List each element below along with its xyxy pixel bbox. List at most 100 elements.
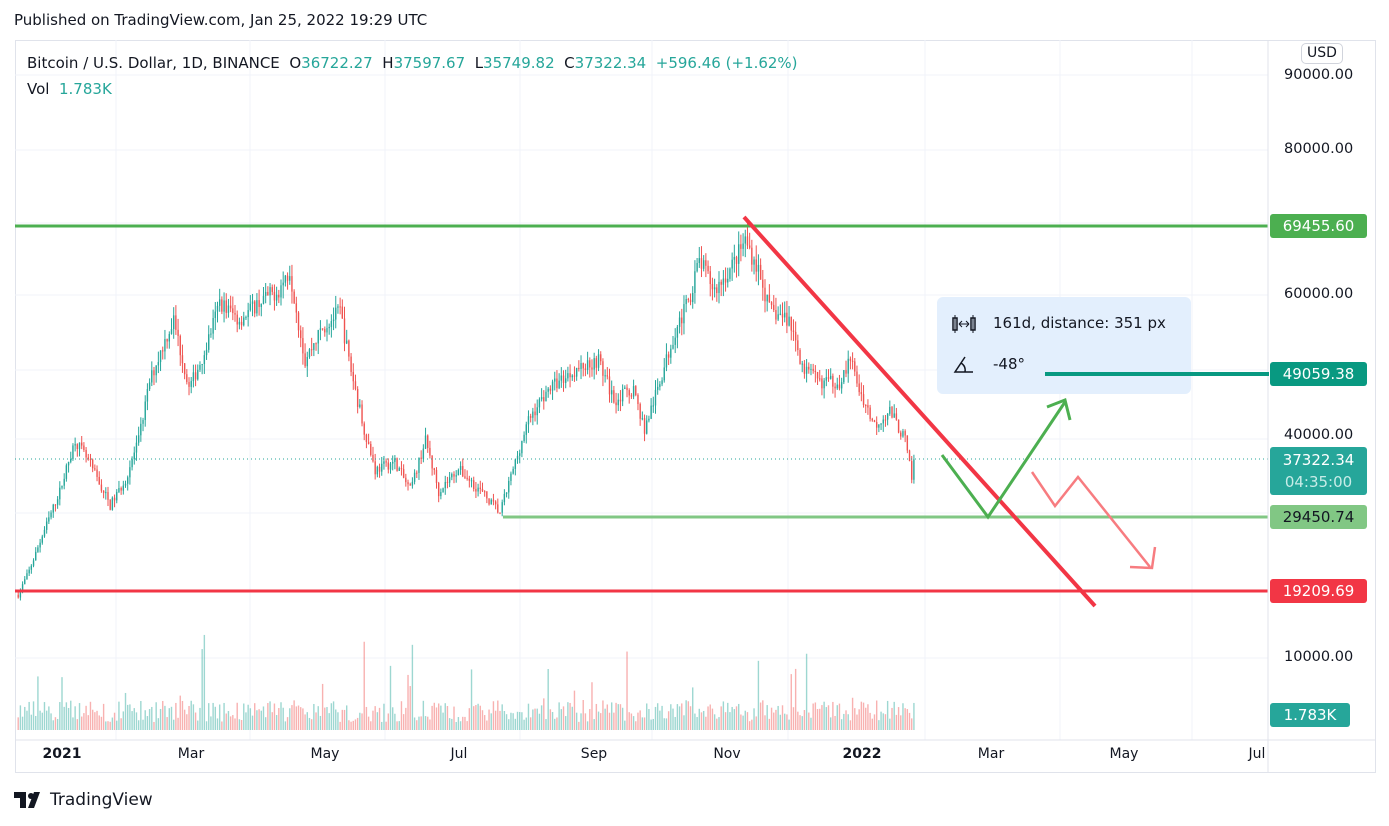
volume-bar: [133, 708, 135, 730]
candle-body: [251, 301, 254, 304]
volume-bar: [197, 720, 199, 730]
candle-body: [50, 512, 52, 518]
volume-bar: [702, 710, 705, 730]
volume-bar: [376, 712, 379, 730]
volume-bar: [641, 717, 644, 730]
volume-bar: [387, 713, 390, 730]
candle-body: [168, 334, 171, 342]
volume-bar: [122, 711, 125, 730]
volume-bar: [291, 705, 293, 730]
candle-body: [768, 294, 771, 303]
volume-bar: [510, 712, 512, 730]
volume-bar: [109, 721, 111, 730]
volume-bar: [381, 721, 383, 730]
candle-body: [792, 330, 795, 332]
candle-body: [94, 468, 96, 470]
candle-body: [273, 291, 276, 301]
volume-bar: [245, 712, 247, 730]
candle-body: [619, 399, 622, 402]
volume-bar: [621, 707, 624, 730]
volume-bar: [262, 706, 265, 730]
candle-body: [262, 295, 265, 304]
candle-body: [328, 326, 330, 329]
currency-button[interactable]: USD: [1301, 43, 1343, 64]
candle-body: [512, 468, 514, 474]
volume-bar: [389, 665, 392, 730]
candle-body: [267, 291, 269, 296]
price-tick: 60000.00: [1284, 286, 1354, 302]
candle-body: [17, 594, 19, 598]
candle-body: [534, 411, 536, 416]
volume-bar: [597, 711, 600, 730]
volume-bar: [118, 701, 120, 730]
volume-bar: [512, 713, 514, 730]
candle-body: [751, 247, 753, 265]
candle-body: [32, 560, 35, 566]
volume-bar: [321, 683, 324, 730]
volume-bar: [663, 718, 665, 730]
volume-bar: [694, 713, 696, 730]
candle-body: [43, 529, 46, 537]
measure-tooltip: 161d, distance: 351 px -48°: [937, 297, 1191, 394]
downtrend-line: [742, 215, 1097, 608]
volume-bar: [225, 713, 227, 730]
candle-body: [505, 492, 508, 494]
candle-body: [394, 458, 396, 462]
volume-bar: [617, 704, 619, 730]
volume-bar: [205, 721, 208, 730]
candle-body: [913, 459, 915, 480]
volume-bar: [827, 705, 830, 730]
volume-bar: [698, 708, 700, 730]
candle-body: [687, 299, 690, 301]
candle-body: [356, 389, 359, 407]
candle-body: [453, 474, 455, 477]
volume-bar: [829, 717, 832, 730]
candle-body: [727, 278, 729, 283]
volume-bar: [501, 704, 503, 730]
volume-bar: [893, 701, 895, 730]
volume-bar: [748, 721, 751, 730]
volume-bar: [372, 710, 374, 730]
candle-body: [411, 481, 414, 486]
candle-body: [422, 448, 425, 459]
candle-body: [63, 478, 65, 486]
chart-frame[interactable]: [15, 40, 1376, 773]
candle-body: [766, 294, 768, 302]
volume-bar: [865, 707, 867, 730]
candle-body: [249, 303, 252, 311]
volume-bar: [455, 721, 457, 730]
volume-bar: [604, 708, 606, 730]
candle-body: [784, 312, 786, 318]
candle-body: [74, 444, 76, 446]
volume-bar: [343, 709, 346, 730]
volume-bar: [768, 718, 771, 730]
candle-body: [742, 243, 744, 249]
candle-body: [210, 333, 212, 335]
candle-body: [584, 368, 587, 370]
close-label: C: [564, 54, 575, 72]
candle-body: [510, 473, 512, 481]
bullish-arrowhead: [1046, 397, 1072, 421]
volume-bar: [431, 705, 433, 730]
volume-bar: [685, 700, 687, 730]
volume-bar: [409, 686, 411, 730]
volume-bar: [742, 715, 744, 730]
volume-bar: [738, 703, 740, 730]
symbol-legend: Bitcoin / U.S. Dollar, 1D, BINANCE O3672…: [27, 54, 798, 72]
candle-body: [41, 536, 43, 543]
volume-bar: [289, 708, 291, 730]
volume-bar: [529, 717, 532, 730]
volume-bar: [105, 721, 107, 730]
candle-body: [731, 259, 733, 269]
volume-bar: [875, 700, 878, 730]
candle-body: [702, 260, 705, 269]
tradingview-logo[interactable]: TradingView: [14, 790, 153, 810]
candle-body: [911, 461, 913, 480]
volume-bar: [78, 703, 81, 730]
candle-body: [91, 459, 94, 469]
volume-bar: [878, 720, 880, 730]
candle-body: [494, 501, 497, 505]
candle-body: [904, 431, 906, 436]
candle-body: [481, 488, 484, 492]
